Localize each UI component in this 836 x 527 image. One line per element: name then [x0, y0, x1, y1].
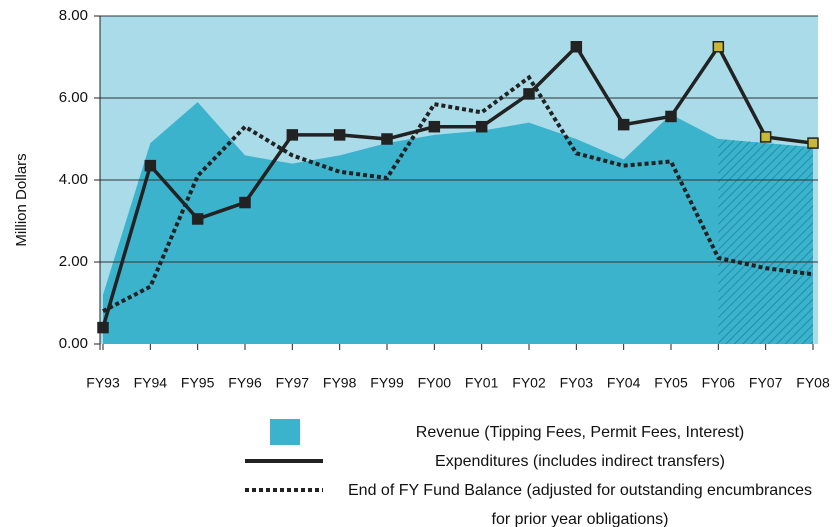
x-tick-label: FY02 — [512, 375, 546, 391]
x-tick-label: FY04 — [607, 375, 641, 391]
marker — [333, 129, 346, 141]
x-tick-label: FY03 — [560, 375, 594, 391]
y-tick-label: 2.00 — [59, 253, 88, 270]
x-tick-label: FY96 — [228, 375, 262, 391]
x-tick-label: FY95 — [181, 375, 215, 391]
x-tick-label: FY97 — [276, 375, 310, 391]
swatch-area — [270, 419, 300, 445]
x-tick-label: FY00 — [418, 375, 452, 391]
legend-swatch — [270, 419, 300, 445]
marker — [475, 120, 488, 133]
marker — [807, 137, 819, 149]
marker — [428, 120, 441, 133]
y-tick-label: 8.00 — [59, 7, 88, 24]
marker — [617, 118, 630, 131]
marker — [665, 110, 677, 123]
x-tick-label: FY06 — [702, 375, 736, 391]
marker — [144, 159, 157, 172]
projected-hatch — [718, 139, 813, 344]
marker — [191, 213, 204, 225]
marker — [570, 41, 583, 53]
legend-swatch — [245, 488, 323, 492]
x-tick-label: FY05 — [654, 375, 688, 391]
legend-label: End of FY Fund Balance (adjusted for out… — [348, 482, 812, 527]
marker — [381, 133, 393, 145]
legend-item: Expenditures (includes indirect transfer… — [245, 447, 815, 476]
x-tick-label: FY99 — [370, 375, 404, 391]
x-tick-label: FY93 — [86, 375, 120, 391]
marker — [712, 41, 725, 53]
area — [103, 102, 813, 344]
x-tick-label: FY08 — [796, 375, 830, 391]
legend-swatch — [245, 459, 323, 463]
marker — [759, 131, 772, 143]
y-axis-label: Million Dollars — [13, 153, 30, 246]
x-tick-label: FY94 — [134, 375, 168, 391]
y-tick-label: 6.00 — [59, 89, 88, 106]
chart: Million Dollars 0.00 2.00 4.00 6.00 8.00 FY93… — [13, 7, 830, 391]
x-tick-label: FY98 — [323, 375, 357, 391]
legend-label: Expenditures (includes indirect transfer… — [435, 453, 725, 470]
marker — [239, 196, 251, 209]
marker — [523, 88, 535, 100]
legend-item: Revenue (Tipping Fees, Permit Fees, Inte… — [270, 418, 815, 447]
legend-label: Revenue (Tipping Fees, Permit Fees, Inte… — [415, 424, 745, 441]
line — [101, 43, 814, 329]
marker — [97, 321, 109, 334]
y-tick-label: 4.00 — [59, 171, 88, 188]
dotted-line — [102, 74, 814, 313]
marker — [286, 129, 299, 141]
legend-item: End of FY Fund Balance (adjusted for out… — [245, 476, 815, 527]
y-tick-label: 0.00 — [59, 335, 88, 352]
x-tick-label: FY07 — [749, 375, 783, 391]
x-tick-label: FY01 — [465, 375, 499, 391]
legend: Revenue (Tipping Fees, Permit Fees, Inte… — [245, 418, 815, 527]
